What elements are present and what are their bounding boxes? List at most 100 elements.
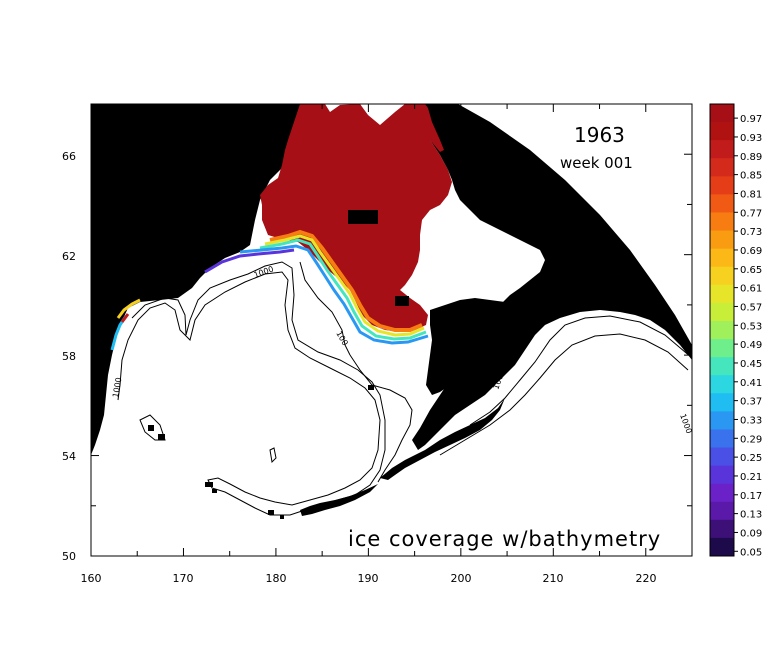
ice-edge-band-2 bbox=[264, 234, 425, 337]
colorbar-swatch bbox=[710, 140, 734, 159]
y-tick-label: 54 bbox=[62, 450, 76, 463]
colorbar-label: 0.25 bbox=[740, 453, 762, 464]
contour-alaska-shelf-2 bbox=[439, 333, 689, 456]
ice-hole-island-1 bbox=[348, 210, 378, 224]
colorbar-swatch bbox=[710, 284, 734, 304]
land-commander-island-2 bbox=[158, 434, 165, 440]
colorbar-label: 0.21 bbox=[740, 472, 762, 483]
x-tick-label: 170 bbox=[173, 572, 194, 585]
colorbar-swatch bbox=[710, 465, 734, 485]
colorbar-label: 0.73 bbox=[740, 227, 762, 238]
y-tick-label: 50 bbox=[62, 550, 76, 563]
y-tick-labels: 66 62 58 54 50 bbox=[62, 150, 76, 563]
y-tick-label: 66 bbox=[62, 150, 76, 163]
colorbar-label: 0.13 bbox=[740, 510, 762, 521]
colorbar-label: 0.29 bbox=[740, 434, 762, 445]
colorbar-swatch bbox=[710, 501, 734, 521]
colorbar-swatch bbox=[710, 266, 734, 286]
colorbar-swatch bbox=[710, 429, 734, 449]
ice-kamchatka-fringe bbox=[116, 298, 141, 319]
colorbar-swatch bbox=[710, 122, 734, 141]
contour-label-1000-b: 1000 bbox=[111, 377, 123, 399]
x-tick-label: 200 bbox=[451, 572, 472, 585]
colorbar-label: 0.49 bbox=[740, 340, 762, 351]
contour-100-east bbox=[349, 354, 413, 483]
colorbar-label: 0.85 bbox=[740, 171, 762, 182]
colorbar-swatch bbox=[710, 393, 734, 412]
ice-hole-island-2 bbox=[395, 296, 409, 306]
colorbar-label: 0.41 bbox=[740, 378, 762, 389]
land-aleutian-island-2 bbox=[212, 489, 217, 493]
y-tick-label: 58 bbox=[62, 350, 76, 363]
land-alaska bbox=[412, 104, 692, 450]
colorbar-swatch bbox=[710, 302, 734, 322]
ice-edge-band-4 bbox=[239, 244, 429, 345]
bathymetry-contours bbox=[117, 261, 693, 516]
colorbar-label: 0.61 bbox=[740, 284, 762, 295]
colorbar-swatch bbox=[710, 320, 734, 340]
contour-small-loop bbox=[269, 447, 277, 464]
colorbar: 0.97 0.93 0.89 0.85 0.81 0.77 0.73 0.69 0.65 0.61… bbox=[709, 103, 762, 558]
colorbar-swatch bbox=[710, 447, 734, 467]
axis-ticks bbox=[90, 103, 693, 557]
x-tick-label: 220 bbox=[636, 572, 657, 585]
sea-ice bbox=[110, 104, 452, 351]
x-tick-labels: 160 170 180 190 200 210 220 bbox=[81, 572, 657, 585]
colorbar-swatch bbox=[710, 158, 734, 177]
contour-100-shelf bbox=[299, 261, 351, 356]
land-commander-island-1 bbox=[148, 425, 154, 431]
colorbar-swatch bbox=[710, 411, 734, 430]
colorbar-swatch bbox=[710, 176, 734, 195]
colorbar-label: 0.45 bbox=[740, 359, 762, 370]
colorbar-swatch bbox=[710, 194, 734, 213]
colorbar-label: 0.05 bbox=[740, 547, 762, 558]
map-plot: 1000 100 1000 100 1000 1963 week 001 ice… bbox=[90, 103, 694, 557]
colorbar-swatch bbox=[710, 537, 734, 557]
colorbar-label: 0.89 bbox=[740, 152, 762, 163]
contour-1000-shelf-break bbox=[117, 261, 386, 516]
x-tick-label: 180 bbox=[266, 572, 287, 585]
colorbar-swatch bbox=[710, 339, 734, 358]
x-tick-label: 160 bbox=[81, 572, 102, 585]
colorbar-swatch bbox=[710, 104, 734, 123]
ice-edge-band-1 bbox=[269, 229, 423, 332]
colorbar-label: 0.37 bbox=[740, 397, 762, 408]
colorbar-swatch bbox=[710, 248, 734, 268]
colorbar-label: 0.53 bbox=[740, 321, 762, 332]
colorbar-label: 0.33 bbox=[740, 415, 762, 426]
land-st-matthew-island bbox=[368, 385, 374, 390]
colorbar-label: 0.69 bbox=[740, 246, 762, 257]
land-alaska-peninsula bbox=[380, 398, 505, 480]
ice-edge-band-3 bbox=[259, 238, 427, 341]
land-aleutian-island-3 bbox=[268, 510, 274, 515]
contour-alaska-shelf bbox=[469, 315, 693, 426]
colorbar-label: 0.97 bbox=[740, 114, 762, 125]
colorbar-label: 0.93 bbox=[740, 133, 762, 144]
colorbar-label: 0.65 bbox=[740, 265, 762, 276]
ice-edge-band-5 bbox=[204, 248, 295, 274]
map-caption: ice coverage w/bathymetry bbox=[348, 527, 661, 551]
x-tick-label: 210 bbox=[543, 572, 564, 585]
land-aleutian-island-1 bbox=[205, 482, 213, 487]
land-masses bbox=[91, 104, 692, 519]
land-aleutian-island-4 bbox=[280, 515, 284, 519]
colorbar-swatch bbox=[710, 483, 734, 503]
land-siberia bbox=[91, 104, 300, 455]
colorbar-label: 0.77 bbox=[740, 208, 762, 219]
plot-frame bbox=[90, 103, 693, 557]
colorbar-swatch bbox=[710, 212, 734, 232]
y-tick-label: 62 bbox=[62, 250, 76, 263]
ice-kamchatka-fringe-3 bbox=[120, 313, 130, 323]
colorbar-frame bbox=[709, 103, 735, 557]
colorbar-swatch bbox=[710, 519, 734, 539]
week-label: week 001 bbox=[560, 154, 633, 172]
colorbar-label: 0.09 bbox=[740, 528, 762, 539]
year-title: 1963 bbox=[574, 123, 625, 147]
colorbar-label: 0.17 bbox=[740, 491, 762, 502]
colorbar-swatch bbox=[710, 375, 734, 394]
contour-commander bbox=[139, 414, 166, 441]
colorbar-label: 0.57 bbox=[740, 302, 762, 313]
colorbar-swatch bbox=[710, 357, 734, 376]
land-alaska-west bbox=[426, 298, 530, 395]
